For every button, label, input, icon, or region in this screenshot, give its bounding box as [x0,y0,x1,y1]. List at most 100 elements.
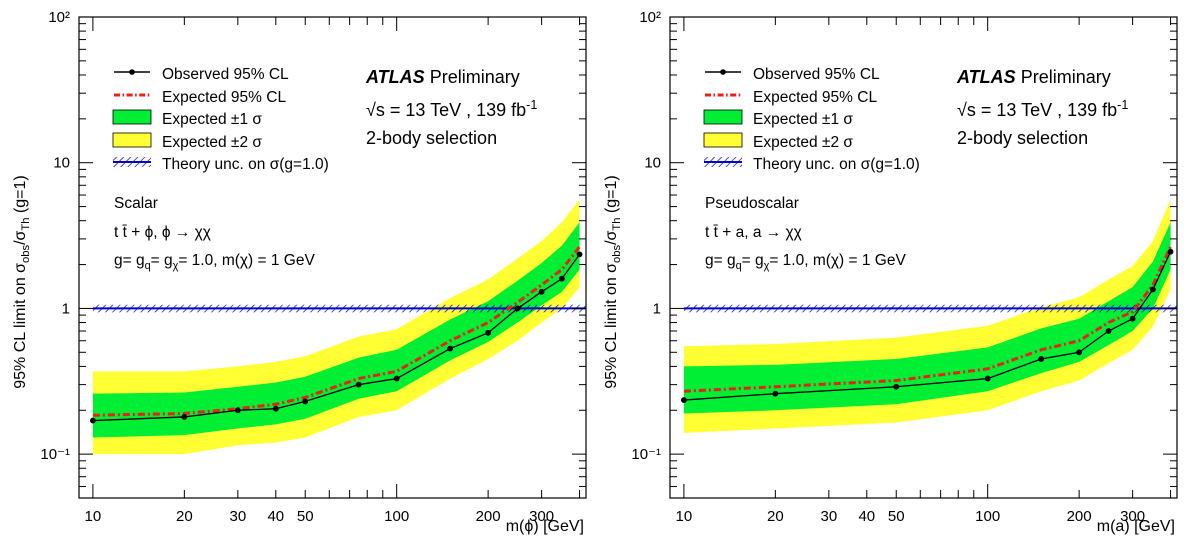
pseudoscalar-limit-plot: 10 20 30 40 50 100 200 300 10⁻¹ 1 10 10² [631,9,1178,525]
x-axis-label: m(ϕ) [GeV] [505,518,584,535]
green-band-icon [703,109,743,125]
observed-point [393,375,400,382]
y-axis-label: 95% CL limit on σobs/σTh (g=1) [11,175,33,389]
y-tick-label: 10 [53,155,70,172]
observed-point [1105,328,1112,334]
atlas-label: ATLAS [366,67,425,87]
observed-point [1129,315,1136,322]
expected-line-icon [705,93,741,96]
scalar-limit-panel: 10 20 30 40 50 100 200 300 10⁻¹ 1 10 10² 95% CL lim… [0,0,600,557]
atlas-label-block: ATLAS Preliminary √s = 13 TeV , 139 fb-1… [957,63,1128,152]
model-parameters: Pseudoscalar t t̄ + a, a → χχ g= gq= gχ=… [705,190,906,281]
x-tick-label: 50 [888,508,905,525]
scalar-limit-plot: 10 20 30 40 50 100 200 300 10⁻¹ 1 10 10² [40,9,587,525]
hatched-band-icon [704,157,742,167]
y-tick-label: 10² [48,9,70,26]
legend-2sigma-label: Expected ±2 σ [753,133,853,151]
x-tick-label: 10 [676,508,693,525]
y-tick-label: 10² [639,9,661,26]
x-tick-label: 30 [820,508,837,525]
energy-lumi: √s = 13 TeV , 139 fb [366,100,527,120]
energy-lumi: √s = 13 TeV , 139 fb [957,100,1118,120]
observed-line [683,251,1172,401]
yellow-band-icon [112,132,152,147]
observed-point [485,329,492,336]
x-tick-label: 100 [975,508,1000,525]
y-tick-label: 1 [653,300,661,317]
couplings-label: g= gq= gχ= 1.0, m(χ) = 1 GeV [705,252,906,273]
observed-point [576,251,583,258]
observed-point [984,375,991,382]
axis-ticks [78,16,586,499]
x-tick-label: 200 [1067,508,1092,525]
process-label: t t̄ + ϕ, ϕ → χχ [114,223,211,241]
observed-point [680,397,687,403]
plot-frame [78,16,587,499]
y-tick-label: 10⁻¹ [40,446,70,463]
y-tick-label: 1 [62,300,70,317]
legend-observed-label: Observed 95% CL [162,66,289,83]
lumi-unit-exponent: -1 [526,98,538,112]
hatched-band-icon [113,157,151,167]
model-name: Pseudoscalar [705,195,799,212]
model-parameters: Scalar t t̄ + ϕ, ϕ → χχ g= gq= gχ= 1.0, … [114,190,315,281]
atlas-label-block: ATLAS Preliminary √s = 13 TeV , 139 fb-1… [366,63,537,152]
process-label: t t̄ + a, a → χχ [705,223,802,241]
observed-point [355,381,362,388]
observed-point [89,417,96,424]
observed-line-icon [705,69,741,75]
legend-theory-label: Theory unc. on σ(g=1.0) [753,156,920,173]
x-tick-label: 20 [767,508,784,525]
legend-1sigma-label: Expected ±1 σ [162,111,262,128]
x-tick-label: 200 [476,508,501,525]
x-tick-label: 50 [297,508,314,525]
yellow-band-icon [703,132,743,147]
plot-frame [669,16,1178,499]
x-tick-label: 30 [229,508,246,525]
expected-line-icon [114,93,150,96]
observed-point [1167,248,1174,255]
x-tick-label: 300 [1120,508,1145,525]
observed-point [1038,356,1045,362]
observed-point [1076,349,1083,356]
couplings-label: g= gq= gχ= 1.0, m(χ) = 1 GeV [114,252,315,273]
legend-expected-label: Expected 95% CL [162,88,287,106]
legend-observed-label: Observed 95% CL [753,66,880,83]
observed-point [234,407,241,414]
observed-point [559,275,565,282]
x-tick-label: 100 [384,508,409,525]
observed-point [447,345,454,352]
expected-line [683,246,1172,393]
x-axis-label: m(a) [GeV] [1096,518,1175,535]
plot-area [89,199,586,455]
observed-line-icon [114,69,150,75]
observed-point [772,390,779,397]
legend-1sigma-label: Expected ±1 σ [753,111,853,128]
observed-point [538,288,545,295]
y-axis-label: 95% CL limit on σobs/σTh (g=1) [602,175,624,389]
observed-point [514,305,521,312]
band-1sigma [92,222,580,438]
observed-point [181,414,188,420]
pseudoscalar-limit-panel: 10 20 30 40 50 100 200 300 10⁻¹ 1 10 10² 95% CL lim… [591,0,1191,557]
x-tick-label: 40 [267,508,284,525]
y-tick-label: 10 [644,155,661,172]
green-band-icon [112,109,152,125]
atlas-label: ATLAS [957,67,1016,87]
atlas-status: Preliminary [1020,67,1111,87]
observed-point [302,398,309,405]
y-tick-label: 10⁻¹ [631,446,661,463]
x-tick-label: 20 [176,508,193,525]
model-name: Scalar [114,195,158,212]
axis-ticks [669,16,1177,499]
x-tick-label: 300 [529,508,554,525]
x-tick-label: 10 [85,508,102,525]
selection-label: 2-body selection [366,128,498,148]
legend-theory-label: Theory unc. on σ(g=1.0) [162,156,329,173]
selection-label: 2-body selection [957,128,1089,148]
x-tick-label: 40 [858,508,875,525]
lumi-unit-exponent: -1 [1117,98,1129,112]
atlas-status: Preliminary [429,67,520,87]
band-1sigma [683,222,1171,414]
legend-expected-label: Expected 95% CL [753,88,878,106]
